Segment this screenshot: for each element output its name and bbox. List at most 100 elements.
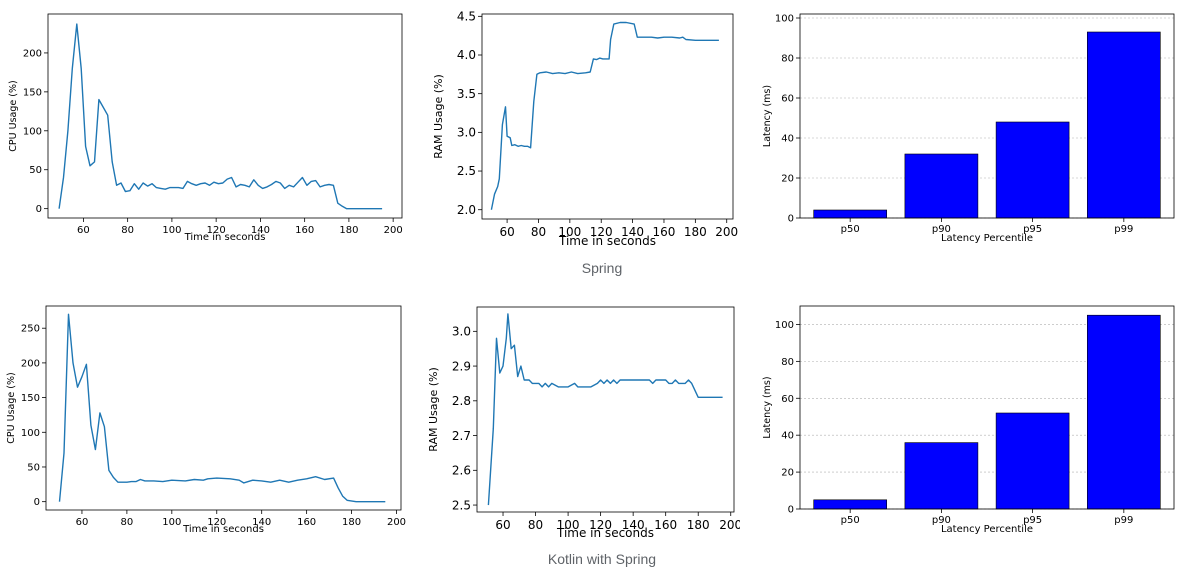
y-tick-label: 2.5 <box>452 498 471 512</box>
bar-p90 <box>904 153 979 219</box>
y-tick-label: 2.0 <box>457 203 476 217</box>
x-axis-label: Time in seconds <box>558 234 656 248</box>
x-axis-label: Latency Percentile <box>941 524 1033 535</box>
y-tick-label: 100 <box>775 320 794 331</box>
x-tick-label: 160 <box>653 225 676 239</box>
x-tick-label-p95: p95 <box>1023 224 1042 235</box>
y-tick-label: 200 <box>21 358 40 369</box>
y-tick-label: 2.7 <box>452 429 471 443</box>
y-tick-label: 20 <box>781 174 794 185</box>
x-tick-label: 60 <box>77 225 90 236</box>
y-tick-label: 2.6 <box>452 464 471 478</box>
x-axis-label: Latency Percentile <box>941 233 1033 244</box>
x-tick-label: 160 <box>654 518 677 532</box>
x-tick-label: 200 <box>384 225 403 236</box>
y-tick-label: 150 <box>21 393 40 404</box>
y-tick-label: 2.5 <box>457 164 476 178</box>
x-tick-label-p50: p50 <box>841 224 860 235</box>
y-tick-label: 80 <box>781 54 794 65</box>
y-tick-label: 150 <box>23 87 42 98</box>
x-tick-label: 180 <box>684 225 707 239</box>
bar-p90 <box>904 442 979 510</box>
bar-p50 <box>813 499 887 510</box>
x-axis-label: Time in seconds <box>182 524 264 535</box>
y-tick-label: 60 <box>781 94 794 105</box>
y-tick-label: 3.0 <box>452 325 471 339</box>
y-tick-label: 0 <box>788 214 794 225</box>
x-tick-label: 200 <box>387 517 406 528</box>
y-tick-label: 50 <box>29 165 42 176</box>
y-tick-label: 100 <box>21 428 40 439</box>
bar-p99 <box>1086 31 1161 219</box>
kotlin-ram-chart: 60 80 100 120 140 160 180 200 2.5 2.6 2.7 2.8 2.9 3.0… <box>427 306 740 540</box>
x-tick-label-p95: p95 <box>1023 515 1042 526</box>
y-tick-label: 3.5 <box>457 87 476 101</box>
series-line-ram <box>490 21 719 210</box>
x-tick-label: 180 <box>339 225 358 236</box>
y-tick-label: 0 <box>788 505 794 516</box>
x-tick-label: 120 <box>590 225 613 239</box>
x-tick-label: 160 <box>297 517 316 528</box>
y-tick-label: 100 <box>775 14 794 25</box>
x-tick-label: 160 <box>295 225 314 236</box>
bar-p95 <box>995 412 1070 510</box>
y-tick-label: 40 <box>781 431 794 442</box>
x-tick-label: 80 <box>528 518 543 532</box>
x-tick-label-p50: p50 <box>841 515 860 526</box>
bar-p99 <box>1086 314 1161 510</box>
x-tick-label: 100 <box>162 517 181 528</box>
x-axis-label: Time in seconds <box>556 526 654 540</box>
y-tick-label: 2.9 <box>452 359 471 373</box>
spring-latency-chart: p50 p90 p95 p99 0 20 40 60 80 100 Latency Percenti… <box>762 13 1175 244</box>
x-tick-label: 60 <box>495 518 510 532</box>
x-tick-label: 180 <box>687 518 710 532</box>
x-tick-label-p99: p99 <box>1114 515 1133 526</box>
series-line-ram <box>487 313 723 506</box>
y-axis-label: RAM Usage (%) <box>432 74 445 159</box>
x-tick-label: 120 <box>207 225 226 236</box>
y-tick-label: 0 <box>36 204 42 215</box>
y-tick-label: 50 <box>27 462 40 473</box>
y-tick-label: 100 <box>23 126 42 137</box>
y-axis-label: RAM Usage (%) <box>427 367 440 452</box>
y-tick-label: 3.0 <box>457 126 476 140</box>
plot-frame <box>799 13 1175 219</box>
y-axis-label: CPU Usage (%) <box>8 80 19 151</box>
x-tick-label: 200 <box>715 225 738 239</box>
y-tick-label: 4.0 <box>457 48 476 62</box>
x-tick-label: 120 <box>207 517 226 528</box>
x-tick-label: 140 <box>251 225 270 236</box>
y-axis-label: CPU Usage (%) <box>6 372 17 443</box>
x-tick-label-p90: p90 <box>932 224 951 235</box>
y-tick-label: 80 <box>781 357 794 368</box>
x-tick-label: 80 <box>121 517 134 528</box>
x-tick-label: 180 <box>342 517 361 528</box>
spring-cpu-chart: 60 80 100 120 140 160 180 200 0 50 100 150 200 Time i… <box>8 13 403 243</box>
x-tick-label-p99: p99 <box>1114 224 1133 235</box>
x-tick-label: 200 <box>719 518 740 532</box>
spring-ram-chart: 60 80 100 120 140 160 180 200 2.0 2.5 3.0 3.5 4.0 4.5… <box>432 10 738 248</box>
y-tick-label: 200 <box>23 48 42 59</box>
y-tick-label: 2.8 <box>452 394 471 408</box>
y-axis-label: Latency (ms) <box>762 85 773 147</box>
x-tick-label: 100 <box>162 225 181 236</box>
y-tick-label: 250 <box>21 324 40 335</box>
y-tick-label: 40 <box>781 134 794 145</box>
x-tick-label: 100 <box>557 518 580 532</box>
x-tick-label: 140 <box>252 517 271 528</box>
y-axis-label: Latency (ms) <box>762 376 773 438</box>
x-tick-label: 60 <box>499 225 514 239</box>
plot-frame <box>476 306 735 513</box>
plot-frame <box>481 13 734 220</box>
x-tick-label: 100 <box>558 225 581 239</box>
kotlin-caption: Kotlin with Spring <box>547 551 657 567</box>
x-tick-label: 140 <box>621 225 644 239</box>
plot-frame <box>47 13 403 219</box>
kotlin-cpu-chart: 60 80 100 120 140 160 180 200 0 50 100 150 200 250 Tim… <box>6 305 406 535</box>
spring-caption: Spring <box>581 260 623 276</box>
series-line-cpu <box>58 313 386 503</box>
bar-p50 <box>813 209 887 219</box>
kotlin-latency-chart: p50 p90 p95 p99 0 20 40 60 80 100 Latency Percenti… <box>762 305 1175 535</box>
y-tick-label: 0 <box>34 497 40 508</box>
